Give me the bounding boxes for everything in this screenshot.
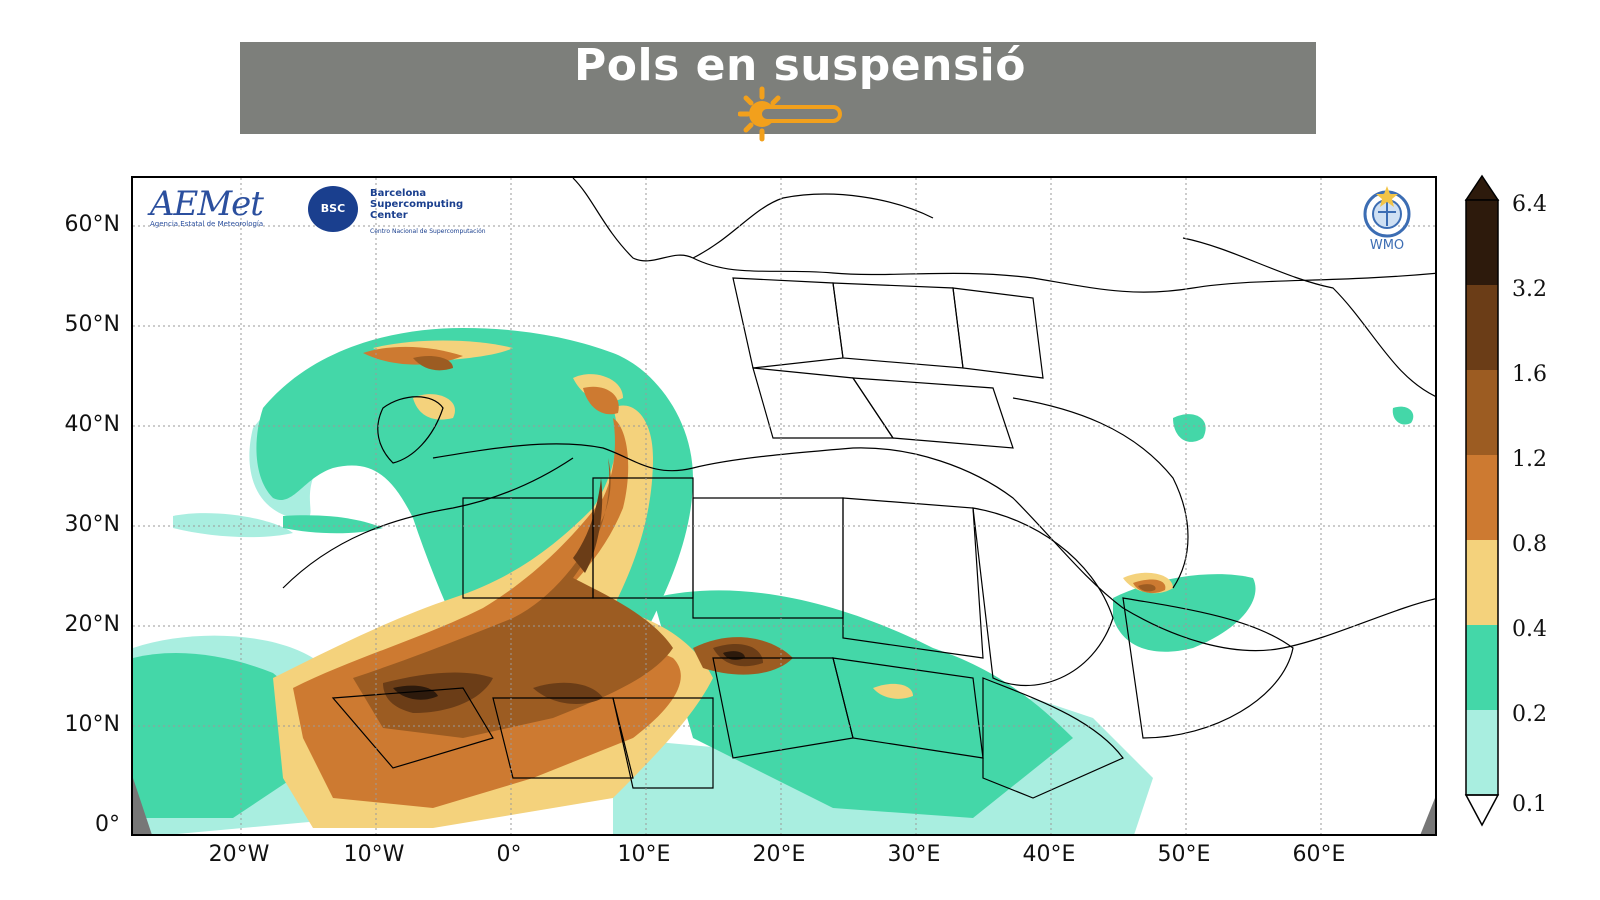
- lon-label: 50°E: [1157, 842, 1211, 867]
- colorbar-label: 0.8: [1512, 532, 1547, 557]
- colorbar-extend-top: [1464, 174, 1500, 201]
- colorbar: [1464, 174, 1500, 827]
- aemet-logo-text: AEMet: [150, 184, 264, 224]
- lon-label: 40°E: [1022, 842, 1076, 867]
- lon-label: 10°W: [343, 842, 405, 867]
- colorbar-label: 0.2: [1512, 702, 1547, 727]
- lat-label: 10°N: [64, 712, 120, 737]
- lat-label: 30°N: [64, 512, 120, 537]
- lon-label: 60°E: [1292, 842, 1346, 867]
- lon-label: 0°: [496, 842, 522, 867]
- dust-concentration-map: [133, 178, 1435, 834]
- colorbar-segment: [1466, 370, 1498, 455]
- colorbar-label: 1.2: [1512, 447, 1547, 472]
- colorbar-segment: [1466, 625, 1498, 710]
- graticule: [133, 178, 1435, 834]
- lat-label: 0°: [95, 812, 120, 837]
- sun-behind-bar-icon: [738, 86, 842, 142]
- wmo-globe-icon: [1363, 186, 1411, 238]
- lat-label: 20°N: [64, 612, 120, 637]
- colorbar-label: 6.4: [1512, 192, 1547, 217]
- colorbar-label: 1.6: [1512, 362, 1547, 387]
- lon-label: 10°E: [617, 842, 671, 867]
- lat-label: 50°N: [64, 312, 120, 337]
- country-borders: [282, 178, 1435, 799]
- colorbar-segment: [1466, 540, 1498, 625]
- lon-label: 30°E: [887, 842, 941, 867]
- colorbar-outline: [1465, 199, 1499, 796]
- colorbar-segment: [1466, 285, 1498, 370]
- aemet-logo-subtext: Agencia Estatal de Meteorología: [150, 220, 264, 228]
- bsc-logo: BSC Barcelona Supercomputing Center Cent…: [308, 186, 558, 236]
- wmo-logo: WMO: [1348, 184, 1426, 254]
- dust-level-1.6: [383, 478, 763, 713]
- lat-label: 40°N: [64, 412, 120, 437]
- colorbar-label: 0.4: [1512, 617, 1547, 642]
- colorbar-extend-bottom: [1464, 794, 1500, 827]
- bsc-logo-badge: BSC: [308, 186, 358, 232]
- lon-label: 20°E: [752, 842, 806, 867]
- colorbar-label: 0.1: [1512, 792, 1547, 817]
- bsc-logo-text: Barcelona Supercomputing Center: [370, 188, 464, 221]
- colorbar-segment: [1466, 200, 1498, 285]
- colorbar-segment: [1466, 710, 1498, 795]
- wmo-logo-text: WMO: [1369, 238, 1405, 253]
- colorbar-label: 3.2: [1512, 277, 1547, 302]
- colorbar-segment: [1466, 455, 1498, 540]
- map-corner-mask: [1420, 798, 1435, 834]
- aemet-logo: AEMet Agencia Estatal de Meteorología: [150, 184, 290, 232]
- page-title: Pols en suspensió: [574, 40, 1026, 91]
- bsc-logo-subtext: Centro Nacional de Supercomputación: [370, 228, 486, 235]
- lat-label: 60°N: [64, 212, 120, 237]
- lon-label: 20°W: [208, 842, 270, 867]
- map-panel: [131, 176, 1437, 836]
